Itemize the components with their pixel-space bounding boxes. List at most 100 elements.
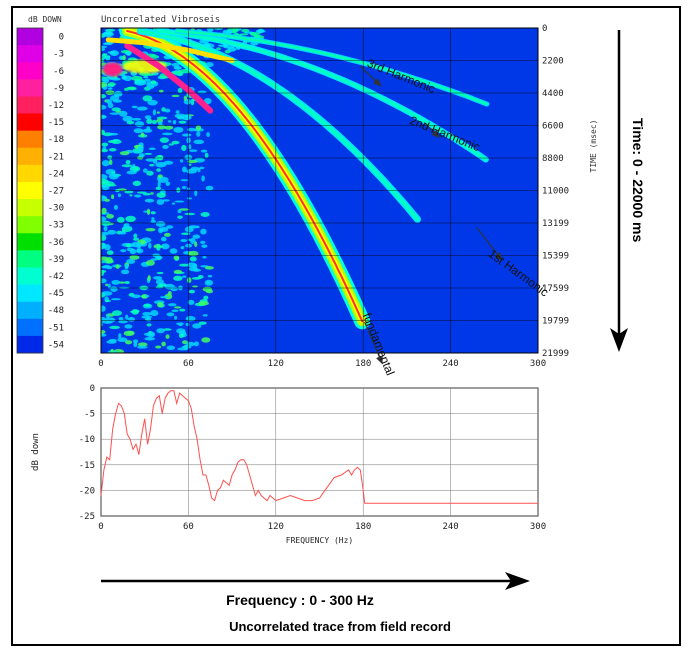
noise-blob bbox=[101, 47, 106, 52]
noise-blob bbox=[188, 163, 192, 166]
noise-blob bbox=[166, 345, 176, 351]
second-harmonic-trace bbox=[157, 29, 488, 161]
noise-blob bbox=[136, 247, 141, 253]
noise-blob bbox=[144, 152, 153, 155]
colorbar-swatch bbox=[17, 28, 43, 46]
noise-blob bbox=[205, 185, 214, 191]
noise-blob bbox=[178, 208, 190, 211]
noise-blob bbox=[149, 163, 155, 167]
noise-blob bbox=[101, 231, 109, 236]
noise-blob bbox=[171, 309, 179, 313]
noise-blob bbox=[107, 82, 116, 87]
line-chart-plot-area bbox=[100, 387, 539, 517]
noise-blob bbox=[143, 75, 149, 79]
heatmap-x-tick-label: 300 bbox=[530, 359, 546, 369]
line-chart-x-axis-label: FREQUENCY (Hz) bbox=[286, 536, 353, 545]
noise-blob bbox=[101, 81, 108, 88]
noise-blob bbox=[130, 310, 139, 314]
noise-blob bbox=[161, 341, 166, 347]
noise-blob bbox=[101, 329, 106, 334]
noise-blob bbox=[102, 321, 113, 324]
colorbar-tick-label: -18 bbox=[48, 135, 64, 145]
noise-blob bbox=[101, 216, 107, 222]
noise-blob bbox=[185, 341, 196, 347]
noise-blob bbox=[126, 120, 135, 125]
colorbar-swatch bbox=[17, 233, 43, 251]
noise-blob bbox=[101, 291, 113, 296]
heatmap-x-ticks: 0 60 120 180 240 300 bbox=[98, 359, 546, 369]
noise-blob bbox=[159, 296, 169, 299]
noise-blob bbox=[106, 99, 112, 105]
noise-blob bbox=[168, 303, 177, 307]
noise-blob bbox=[115, 264, 120, 269]
annotation-arrow-icon bbox=[476, 227, 503, 261]
noise-blob bbox=[129, 194, 133, 197]
noise-blob bbox=[119, 231, 127, 235]
noise-blob bbox=[207, 274, 213, 278]
noise-blob bbox=[172, 119, 177, 125]
noise-blob bbox=[108, 132, 119, 136]
noise-blob bbox=[182, 275, 187, 278]
noise-blob bbox=[140, 132, 145, 138]
noise-blob bbox=[216, 47, 221, 51]
noise-blob bbox=[101, 58, 105, 63]
noise-blob bbox=[200, 149, 208, 153]
noise-blob bbox=[189, 256, 197, 262]
heatmap-y-tick-label: 2200 bbox=[542, 57, 564, 67]
noise-blob bbox=[124, 340, 133, 345]
colorbar-swatch bbox=[17, 267, 43, 286]
noise-blob bbox=[156, 271, 164, 275]
noise-blob bbox=[101, 178, 109, 185]
noise-blob bbox=[122, 115, 133, 122]
noise-blob bbox=[152, 159, 158, 164]
noise-blob bbox=[126, 258, 136, 264]
heatmap-x-tick-label: 180 bbox=[355, 359, 371, 369]
noise-blob bbox=[101, 174, 108, 180]
noise-blob bbox=[142, 128, 153, 133]
noise-blob bbox=[156, 245, 161, 251]
noise-blob bbox=[163, 160, 174, 165]
heatmap-y-tick-label: 11000 bbox=[542, 187, 569, 197]
noise-blob bbox=[155, 345, 162, 349]
noise-blob bbox=[117, 193, 122, 198]
noise-blob bbox=[201, 244, 208, 248]
noise-blob bbox=[190, 237, 196, 245]
noise-blob bbox=[120, 269, 130, 275]
noise-blob bbox=[177, 87, 183, 94]
noise-blob bbox=[124, 324, 133, 329]
noise-blob bbox=[117, 337, 128, 343]
noise-blob bbox=[132, 117, 142, 121]
noise-blob bbox=[107, 283, 111, 289]
noise-blob bbox=[104, 28, 116, 32]
noise-blob bbox=[125, 215, 136, 223]
noise-blob bbox=[200, 228, 207, 235]
noise-blob bbox=[101, 76, 107, 79]
noise-blob bbox=[111, 171, 116, 174]
noise-blob bbox=[129, 254, 140, 260]
noise-blob bbox=[107, 229, 117, 235]
noise-blob bbox=[227, 47, 237, 52]
noise-blob bbox=[101, 220, 111, 226]
noise-blob bbox=[151, 217, 155, 221]
noise-blob bbox=[146, 317, 152, 322]
noise-blob bbox=[186, 168, 197, 174]
heatmap-x-tick-label: 0 bbox=[98, 359, 103, 369]
noise-blob bbox=[123, 223, 127, 230]
noise-blob bbox=[113, 204, 118, 210]
noise-blob bbox=[185, 323, 190, 327]
noise-blob bbox=[102, 31, 114, 38]
noise-blob bbox=[162, 132, 173, 136]
noise-blob bbox=[101, 207, 107, 214]
noise-blob bbox=[173, 269, 183, 274]
first-harmonic-trace bbox=[138, 29, 420, 222]
noise-blob bbox=[184, 226, 194, 233]
line-chart-x-tick-label: 180 bbox=[355, 522, 371, 532]
noise-blob bbox=[180, 179, 189, 182]
colorbar-swatch bbox=[17, 335, 43, 354]
noise-blob bbox=[124, 280, 130, 285]
noise-blob bbox=[202, 255, 207, 259]
noise-blob bbox=[146, 170, 154, 176]
noise-blob bbox=[101, 114, 107, 120]
colorbar-tick-label: -15 bbox=[48, 118, 64, 128]
noise-blob bbox=[106, 250, 114, 255]
